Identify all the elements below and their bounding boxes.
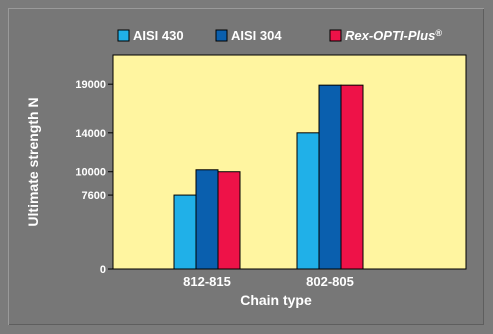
legend-label: AISI 430 <box>133 28 184 43</box>
legend-label: AISI 304 <box>231 28 282 43</box>
x-tick-label: 812-815 <box>183 274 231 289</box>
y-tick-label: 14000 <box>75 128 106 140</box>
plot-area <box>112 54 467 270</box>
legend-swatch <box>117 29 130 42</box>
legend: AISI 430 AISI 304 Rex-OPTI-Plus® <box>117 28 442 43</box>
y-tick-label: 7600 <box>82 190 106 202</box>
y-axis-title: Ultimate strength N <box>25 97 41 226</box>
legend-swatch <box>215 29 228 42</box>
y-tick-label: 10000 <box>75 167 106 179</box>
bars <box>173 84 364 270</box>
legend-label: Rex-OPTI-Plus® <box>345 28 442 43</box>
bar-812-815-aisi-304 <box>195 169 219 270</box>
y-axis: 0 7600 10000 14000 19000 <box>75 79 113 276</box>
bar-802-805-aisi-304 <box>318 84 342 270</box>
x-axis: 812-815 802-805 <box>183 274 354 289</box>
y-tick-label: 19000 <box>75 79 106 91</box>
bar-812-815-aisi-430 <box>173 194 197 270</box>
x-axis-title: Chain type <box>240 292 312 308</box>
bar-812-815-rex-opti-plus <box>217 171 241 270</box>
bar-802-805-aisi-430 <box>296 132 320 270</box>
x-tick-label: 802-805 <box>306 274 354 289</box>
legend-swatch <box>329 29 342 42</box>
y-tick-label: 0 <box>100 264 106 276</box>
bar-802-805-rex-opti-plus <box>340 84 364 270</box>
